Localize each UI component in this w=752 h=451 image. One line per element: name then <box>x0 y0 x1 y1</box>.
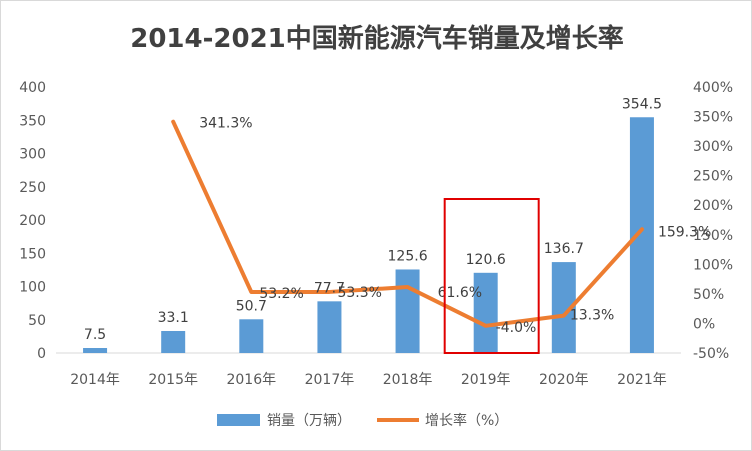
line-data-label: 53.3% <box>337 285 381 301</box>
line-point <box>172 120 175 123</box>
left-tick-label: 100 <box>19 280 46 296</box>
right-y-axis: -50% 0% 50% 100% 150% 200% 250% 300% 350% 400% <box>693 80 733 362</box>
line-point <box>406 286 409 289</box>
bar-data-labels: 7.5 33.1 50.7 77.7 125.6 120.6 136.7 354.5 <box>84 96 662 343</box>
bar <box>629 117 654 353</box>
x-tick-label: 2020年 <box>539 372 589 388</box>
bar <box>395 269 420 353</box>
legend-swatch-bar <box>217 414 260 426</box>
line-data-label: 53.2% <box>259 286 303 302</box>
right-tick-label: 300% <box>693 139 733 155</box>
right-tick-label: 200% <box>693 198 733 214</box>
left-tick-label: 50 <box>28 313 46 329</box>
line-point <box>484 324 487 327</box>
right-tick-label: 50% <box>693 287 724 303</box>
bar <box>161 330 186 353</box>
legend-label-bar: 销量（万辆） <box>267 413 351 429</box>
bar-data-label: 7.5 <box>84 327 106 343</box>
highlight-box <box>443 198 540 354</box>
right-tick-label: 100% <box>693 257 733 273</box>
x-tick-label: 2018年 <box>383 372 433 388</box>
bar <box>473 272 498 353</box>
x-tick-label: 2016年 <box>226 372 276 388</box>
bar-data-label: 77.7 <box>314 280 345 296</box>
line-data-label: 13.3% <box>570 308 614 324</box>
left-y-axis: 0 50 100 150 200 250 300 350 400 <box>19 80 46 362</box>
chart-title: 2014-2021中国新能源汽车销量及增长率 <box>130 23 624 54</box>
right-tick-label: 400% <box>693 80 733 96</box>
line-data-label: 341.3% <box>199 116 252 132</box>
line-data-labels: 341.3% 53.2% 53.3% 61.6% -4.0% 13.3% 159.3% <box>199 116 711 336</box>
x-tick-label: 2017年 <box>305 372 355 388</box>
right-tick-label: 250% <box>693 169 733 185</box>
line-point <box>328 290 331 293</box>
x-tick-label: 2021年 <box>617 372 667 388</box>
x-tick-label: 2014年 <box>70 372 120 388</box>
left-tick-label: 400 <box>19 80 46 96</box>
line-point <box>562 314 565 317</box>
left-tick-label: 150 <box>19 246 46 262</box>
right-tick-label: 0% <box>693 316 715 332</box>
x-tick-label: 2019年 <box>461 372 511 388</box>
right-tick-label: -50% <box>693 346 729 362</box>
x-axis: 2014年 2015年 2016年 2017年 2018年 2019年 2020年 2021年 <box>56 352 681 388</box>
line-point <box>640 228 643 231</box>
line-data-label: 61.6% <box>438 285 482 301</box>
left-tick-label: 300 <box>19 147 46 163</box>
line-data-label: 159.3% <box>658 224 711 240</box>
bar-data-label: 125.6 <box>388 248 428 264</box>
bar-data-label: 50.7 <box>236 298 267 314</box>
legend-label-line: 增长率（%） <box>425 412 508 429</box>
left-tick-label: 350 <box>19 113 46 129</box>
bar <box>83 348 108 353</box>
left-tick-label: 200 <box>19 213 46 229</box>
bar <box>239 319 264 353</box>
right-tick-label: 350% <box>693 110 733 126</box>
bar-data-label: 120.6 <box>466 252 506 268</box>
line-data-label: -4.0% <box>496 320 537 336</box>
bar-data-label: 136.7 <box>544 241 584 257</box>
left-tick-label: 250 <box>19 180 46 196</box>
bar <box>317 301 342 353</box>
legend: 销量（万辆） 增长率（%） <box>217 412 508 429</box>
bar-data-label: 33.1 <box>158 310 189 326</box>
bar-series <box>83 117 654 353</box>
line-series <box>171 119 644 328</box>
highlight-rect <box>443 198 540 354</box>
bar-data-label: 354.5 <box>622 96 662 112</box>
right-tick-label: 150% <box>693 228 733 244</box>
x-tick-label: 2015年 <box>148 372 198 388</box>
line-point <box>250 290 253 293</box>
left-tick-label: 0 <box>37 346 46 362</box>
